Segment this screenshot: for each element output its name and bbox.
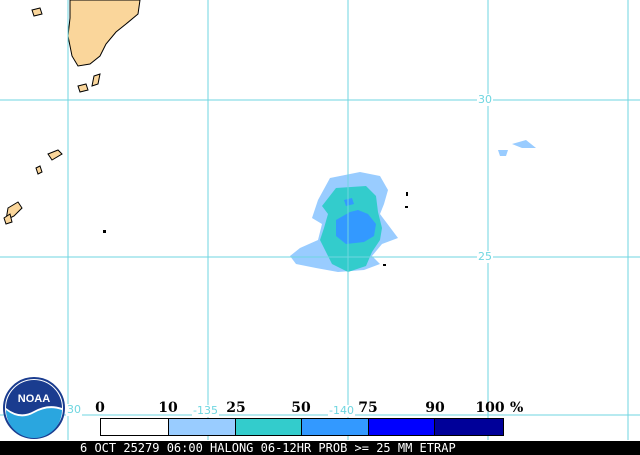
lon-label-135: -135 [192, 404, 219, 417]
prob-10-25-streak [512, 140, 536, 148]
legend-tick-0: 0 [95, 400, 105, 416]
probability-shading [290, 140, 536, 272]
legend-color-bar [100, 418, 504, 436]
legend-seg-75-90 [368, 419, 436, 435]
legend-tick-25: 25 [226, 400, 246, 416]
lon-label-30: 30 [66, 403, 82, 416]
lat-label-25: 25 [477, 250, 493, 263]
probability-map [0, 0, 640, 440]
lon-label-140: -140 [328, 404, 355, 417]
land-islet-6 [3, 213, 13, 225]
footer-caption: 6 OCT 25279 06:00 HALONG 06-12HR PROB >=… [0, 441, 640, 455]
land-islet-7 [35, 165, 43, 175]
noaa-logo: NOAA [3, 377, 65, 439]
legend-tick-50: 50 [291, 400, 311, 416]
lat-lon-grid [0, 0, 640, 440]
noaa-logo-text: NOAA [18, 393, 50, 405]
legend-tick-100: 100 [475, 400, 505, 416]
land-islet-2 [77, 83, 89, 93]
land-islet-3 [91, 73, 101, 87]
prob-50-75-region [336, 210, 376, 244]
legend-seg-90-100 [435, 419, 504, 435]
legend-seg-10-25 [168, 419, 237, 435]
legend-tick-75: 75 [358, 400, 378, 416]
prob-50-75-small [344, 198, 354, 206]
small-islets [103, 192, 408, 266]
land-islet-1 [31, 7, 43, 17]
legend-tick-90: 90 [425, 400, 445, 416]
color-legend: 0 10 25 50 75 90 100 % [95, 400, 530, 440]
legend-tick-10: 10 [158, 400, 178, 416]
legend-seg-25-50 [236, 419, 303, 435]
prob-10-25-streak-2 [498, 150, 508, 156]
lat-label-30: 30 [477, 93, 493, 106]
legend-seg-0-10 [101, 419, 169, 435]
land-islet-4 [47, 149, 63, 161]
legend-seg-50-75 [302, 419, 369, 435]
legend-unit: % [510, 400, 524, 416]
